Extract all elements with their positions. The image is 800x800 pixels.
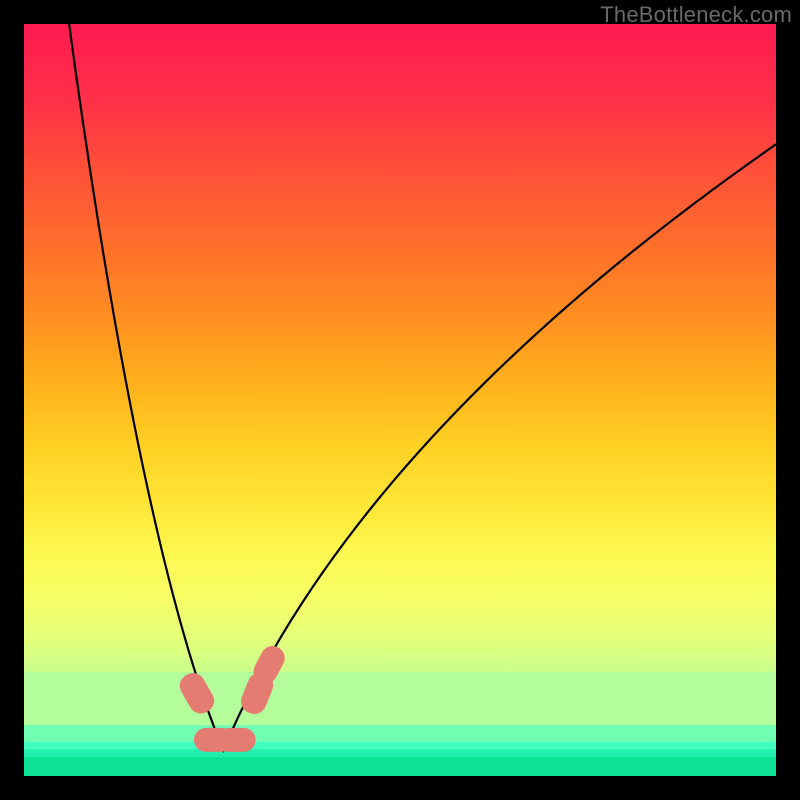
plot-background [24, 24, 776, 776]
bottleneck-curve-plot [24, 24, 776, 776]
chart-frame: TheBottleneck.com [0, 0, 800, 800]
watermark-text: TheBottleneck.com [600, 2, 792, 28]
curve-marker [217, 728, 256, 752]
